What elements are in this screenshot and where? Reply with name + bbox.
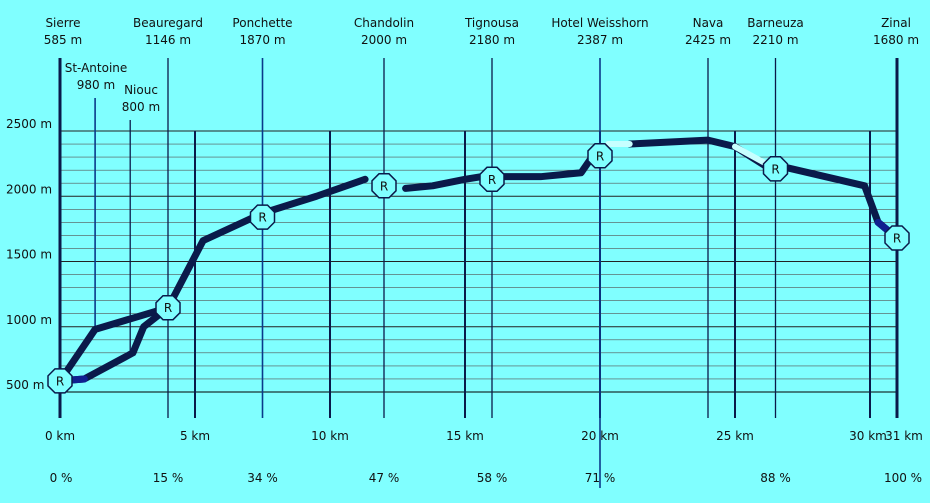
place-elevation: 2387 m <box>577 33 623 47</box>
x-tick-label: 0 km <box>45 429 75 443</box>
place-name: Tignousa <box>464 16 519 30</box>
marker-label: R <box>56 374 64 388</box>
marker-octagon <box>587 143 613 169</box>
x-tick-label: 31 km <box>885 429 923 443</box>
place-elevation: 1680 m <box>873 33 919 47</box>
place-name: Sierre <box>45 16 80 30</box>
place-name: Beauregard <box>133 16 203 30</box>
place-elevation: 585 m <box>44 33 82 47</box>
grid <box>58 58 899 418</box>
place-lines <box>94 58 777 488</box>
place-elevation: 980 m <box>77 78 115 92</box>
x-tick-label: 25 km <box>716 429 754 443</box>
place-elevation: 800 m <box>122 100 160 114</box>
place-name: Zinal <box>881 16 911 30</box>
profile-segment <box>56 304 172 385</box>
y-tick-label: 1000 m <box>6 313 52 327</box>
percent-label: 71 % <box>585 471 616 485</box>
labels: 500 m 1000 m 1500 m 2000 m 2500 m 0 km 5 km 10 … <box>6 16 923 485</box>
percent-label: 58 % <box>477 471 508 485</box>
place-elevation: 2180 m <box>469 33 515 47</box>
markers: R R R R R R R R <box>47 143 910 394</box>
x-tick-label: 15 km <box>446 429 484 443</box>
percent-label: 47 % <box>369 471 400 485</box>
place-elevation: 2000 m <box>361 33 407 47</box>
marker-label: R <box>771 162 779 176</box>
y-tick-label: 500 m <box>6 378 44 392</box>
place-name: Nava <box>693 16 724 30</box>
marker-octagon <box>249 204 276 230</box>
marker-label: R <box>893 232 901 246</box>
marker-octagon <box>479 166 505 193</box>
percent-label: 0 % <box>50 471 73 485</box>
percent-label: 15 % <box>153 471 184 485</box>
y-tick-label: 1500 m <box>6 248 52 262</box>
place-name: Barneuza <box>747 16 804 30</box>
marker-octagon <box>47 368 73 394</box>
profile-segment <box>56 175 369 385</box>
x-tick-label: 30 km <box>849 429 887 443</box>
place-name: Hotel Weisshorn <box>551 16 648 30</box>
place-name: St-Antoine <box>65 61 128 75</box>
place-elevation: 2425 m <box>685 33 731 47</box>
place-name: Chandolin <box>354 16 414 30</box>
profile-segment <box>626 136 901 242</box>
marker-octagon <box>884 225 910 251</box>
place-elevation: 1146 m <box>145 33 191 47</box>
percent-label: 100 % <box>884 471 922 485</box>
marker-label: R <box>258 211 266 225</box>
place-name: Niouc <box>124 83 158 97</box>
place-elevation: 2210 m <box>752 33 798 47</box>
marker-octagon <box>762 156 789 182</box>
x-tick-label: 5 km <box>180 429 210 443</box>
percent-label: 34 % <box>247 471 278 485</box>
y-tick-label: 2000 m <box>6 182 52 196</box>
marker-label: R <box>596 149 604 163</box>
marker-label: R <box>380 179 388 193</box>
place-name: Ponchette <box>232 16 292 30</box>
place-elevation: 1870 m <box>239 33 285 47</box>
marker-octagon <box>155 294 181 321</box>
marker-octagon <box>371 173 397 199</box>
percent-label: 88 % <box>760 471 791 485</box>
x-tick-label: 20 km <box>581 429 619 443</box>
x-tick-label: 10 km <box>311 429 349 443</box>
marker-label: R <box>164 301 172 315</box>
y-tick-label: 2500 m <box>6 117 52 131</box>
marker-label: R <box>488 173 496 187</box>
